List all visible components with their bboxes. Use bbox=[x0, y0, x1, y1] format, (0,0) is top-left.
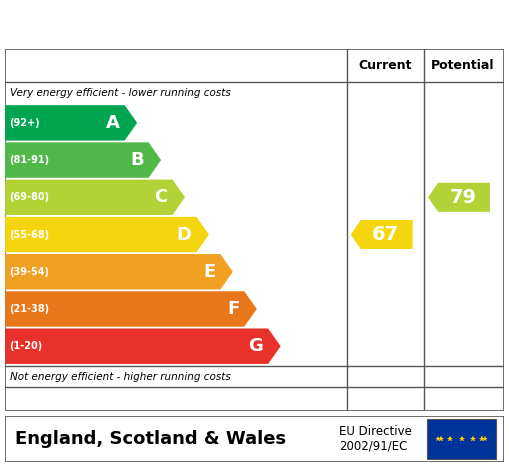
Text: Not energy efficient - higher running costs: Not energy efficient - higher running co… bbox=[10, 372, 231, 382]
Text: (92+): (92+) bbox=[9, 118, 40, 128]
Polygon shape bbox=[351, 220, 413, 249]
Text: (55-68): (55-68) bbox=[9, 229, 49, 240]
Text: (81-91): (81-91) bbox=[9, 155, 49, 165]
Text: England, Scotland & Wales: England, Scotland & Wales bbox=[15, 430, 286, 448]
Text: B: B bbox=[130, 151, 144, 169]
Text: (21-38): (21-38) bbox=[9, 304, 49, 314]
Polygon shape bbox=[5, 291, 257, 327]
Text: F: F bbox=[227, 300, 239, 318]
Text: EU Directive
2002/91/EC: EU Directive 2002/91/EC bbox=[340, 425, 412, 453]
Text: D: D bbox=[177, 226, 191, 243]
Text: Very energy efficient - lower running costs: Very energy efficient - lower running co… bbox=[10, 88, 231, 99]
Text: Potential: Potential bbox=[431, 59, 495, 72]
Text: Current: Current bbox=[359, 59, 412, 72]
Text: (1-20): (1-20) bbox=[9, 341, 42, 351]
Polygon shape bbox=[5, 328, 280, 364]
Bar bbox=[427, 419, 496, 459]
Polygon shape bbox=[5, 217, 209, 252]
Text: 67: 67 bbox=[372, 225, 399, 244]
Text: (39-54): (39-54) bbox=[9, 267, 49, 277]
Text: G: G bbox=[248, 337, 263, 355]
Text: C: C bbox=[154, 188, 167, 206]
Polygon shape bbox=[5, 254, 233, 290]
Text: 79: 79 bbox=[449, 188, 476, 207]
Text: E: E bbox=[203, 263, 215, 281]
Polygon shape bbox=[428, 183, 490, 212]
Polygon shape bbox=[5, 105, 137, 141]
Text: (69-80): (69-80) bbox=[9, 192, 49, 202]
Polygon shape bbox=[5, 180, 185, 215]
Polygon shape bbox=[5, 142, 161, 178]
Text: A: A bbox=[106, 114, 120, 132]
Text: Energy Efficiency Rating: Energy Efficiency Rating bbox=[63, 11, 446, 38]
